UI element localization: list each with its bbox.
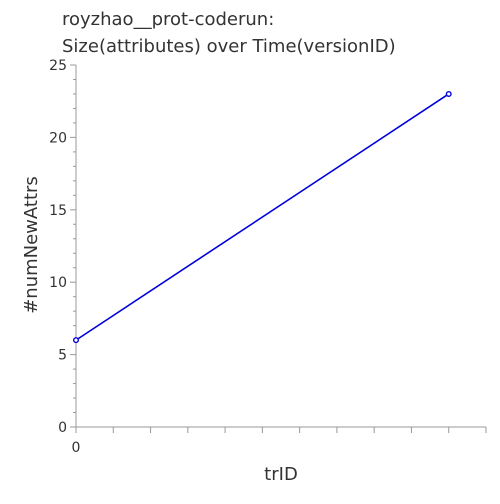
y-tick-label: 20 [49,130,67,146]
chart-title-line-2: Size(attributes) over Time(versionID) [62,36,396,57]
y-tick-label: 0 [58,420,67,436]
y-tick-label: 25 [49,58,67,74]
x-axis-label: trID [264,464,298,485]
data-point [445,90,452,97]
chart-title-line-1: royzhao__prot-coderun: [62,9,274,30]
series-line [75,93,450,341]
y-tick-label: 10 [49,275,67,291]
plot-area [72,90,452,344]
y-tick-label: 5 [58,348,67,364]
axes: 0 5 10 15 20 25 0 [49,58,487,456]
x-tick-label: 0 [72,440,81,456]
y-axis-label: #numNewAttrs [21,176,42,314]
y-tick-label: 15 [49,203,67,219]
data-point [72,337,79,344]
